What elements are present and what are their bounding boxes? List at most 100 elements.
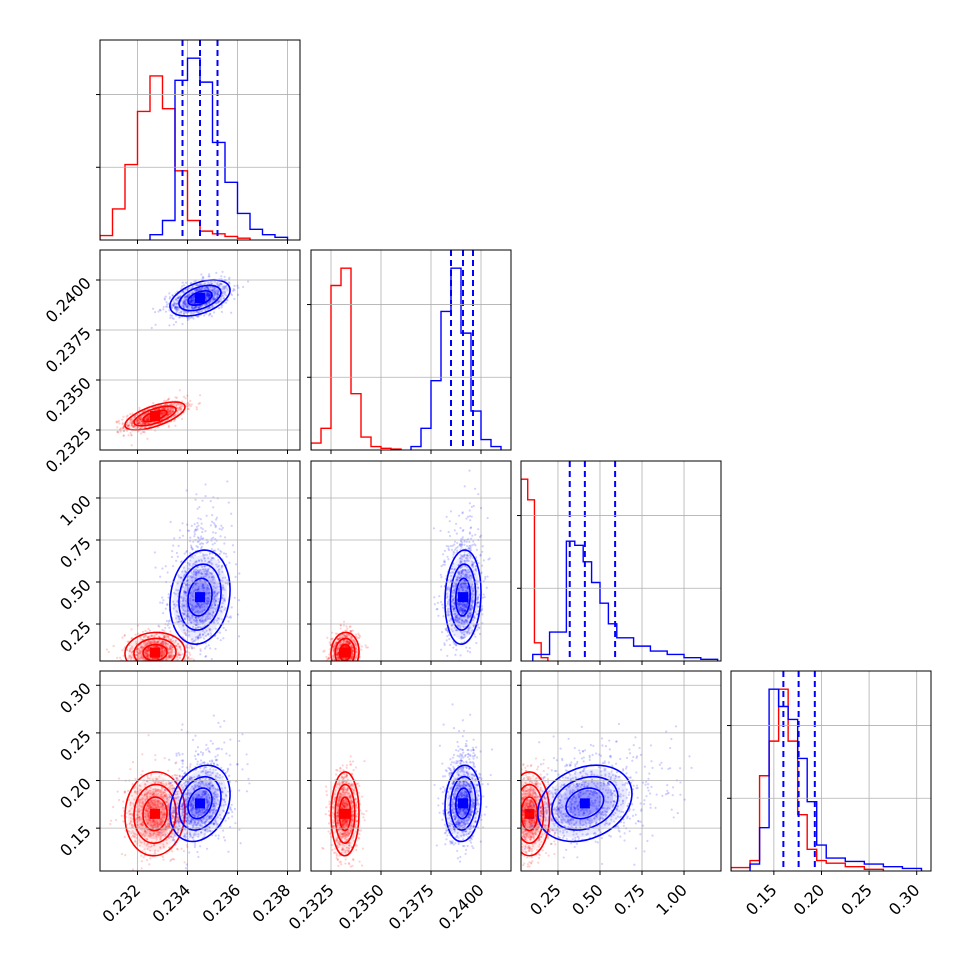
scatter-point xyxy=(159,411,162,414)
scatter-point xyxy=(220,300,223,303)
scatter-point xyxy=(143,422,147,425)
scatter-point xyxy=(452,553,455,556)
scatter-point xyxy=(193,535,196,538)
scatter-point xyxy=(167,655,170,658)
scatter-point xyxy=(206,286,209,290)
scatter-point xyxy=(191,638,194,641)
scatter-point xyxy=(346,641,350,644)
scatter-point xyxy=(112,644,115,648)
scatter-point xyxy=(175,310,179,313)
scatter-point xyxy=(182,613,185,616)
scatter-point xyxy=(209,572,212,575)
scatter-point xyxy=(141,666,143,668)
scatter-point xyxy=(470,537,473,540)
scatter-point xyxy=(150,665,152,667)
scatter-point xyxy=(140,638,143,641)
scatter-point xyxy=(167,410,171,413)
scatter-point xyxy=(163,629,166,632)
scatter-point xyxy=(160,647,164,650)
scatter-point xyxy=(218,571,221,574)
scatter-point xyxy=(140,410,144,414)
y-tick-label: 1.00 xyxy=(56,491,95,530)
contour-blue xyxy=(187,290,213,307)
scatter-point xyxy=(195,288,198,292)
scatter-point xyxy=(171,550,174,553)
scatter-point xyxy=(163,407,166,411)
scatter-point xyxy=(208,561,211,564)
scatter-point xyxy=(147,648,151,652)
scatter-point xyxy=(137,655,140,658)
scatter-point xyxy=(351,662,353,664)
scatter-point xyxy=(353,663,355,665)
scatter-point xyxy=(181,281,184,284)
scatter-point xyxy=(129,654,132,657)
scatter-point xyxy=(226,579,229,582)
scatter-point xyxy=(165,415,168,418)
scatter-point xyxy=(204,593,207,596)
scatter-point xyxy=(212,297,215,300)
scatter-point xyxy=(161,640,164,643)
scatter-point xyxy=(216,617,220,620)
scatter-point xyxy=(189,299,192,303)
scatter-point xyxy=(147,653,150,656)
scatter-point xyxy=(176,658,179,661)
scatter-point xyxy=(199,543,202,546)
scatter-point xyxy=(348,679,350,681)
scatter-point xyxy=(336,638,339,641)
scatter-point xyxy=(137,420,140,423)
scatter-point xyxy=(147,635,150,638)
scatter-point xyxy=(168,656,172,659)
scatter-point xyxy=(348,664,350,666)
scatter-point xyxy=(337,672,339,674)
scatter-point xyxy=(230,311,233,314)
scatter-point xyxy=(168,411,171,414)
scatter-point xyxy=(186,316,189,319)
scatter-point xyxy=(215,289,219,292)
scatter-point xyxy=(159,601,162,604)
scatter-point xyxy=(337,673,339,675)
scatter-point xyxy=(352,653,355,656)
scatter-point xyxy=(161,601,164,604)
scatter-point xyxy=(163,662,165,664)
scatter-point xyxy=(208,591,211,594)
scatter-point xyxy=(137,652,140,655)
scatter-point xyxy=(339,663,341,665)
scatter-point xyxy=(192,590,196,593)
scatter-point xyxy=(93,431,95,433)
scatter-point xyxy=(130,424,133,427)
scatter-point xyxy=(165,415,168,418)
scatter-point xyxy=(173,591,176,595)
scatter-point xyxy=(195,619,198,622)
scatter-point xyxy=(230,606,233,609)
scatter-point xyxy=(214,292,218,295)
scatter-point xyxy=(196,636,199,639)
scatter-point xyxy=(136,422,139,425)
density-peak-red xyxy=(340,647,350,658)
scatter-point xyxy=(228,282,231,285)
scatter-point xyxy=(193,611,196,614)
scatter-point xyxy=(170,656,173,660)
scatter-point xyxy=(151,657,155,661)
scatter-point xyxy=(204,619,207,622)
scatter-point xyxy=(185,645,188,648)
scatter-point xyxy=(157,408,161,411)
scatter-point xyxy=(154,657,157,660)
scatter-point xyxy=(345,635,348,639)
scatter-point xyxy=(177,642,180,645)
scatter-point xyxy=(166,408,170,411)
scatter-point xyxy=(172,403,175,406)
scatter-point xyxy=(222,626,225,629)
scatter-point xyxy=(443,642,446,645)
scatter-point xyxy=(193,298,196,302)
scatter-point xyxy=(221,294,224,297)
scatter-point xyxy=(148,629,152,632)
scatter-point xyxy=(184,397,187,400)
scatter-point xyxy=(168,297,171,300)
scatter-point xyxy=(161,628,164,632)
scatter-point xyxy=(138,412,141,415)
scatter-point xyxy=(217,300,220,304)
scatter-point xyxy=(191,646,194,650)
scatter-point xyxy=(146,418,150,421)
scatter-point xyxy=(165,399,168,403)
scatter-point xyxy=(171,304,174,307)
